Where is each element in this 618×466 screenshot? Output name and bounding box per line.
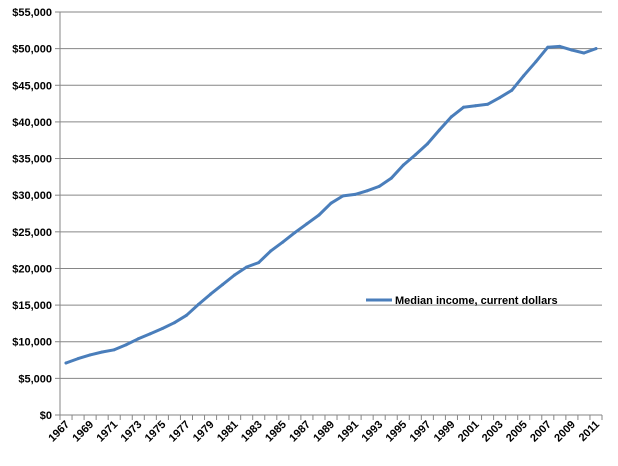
data-point xyxy=(365,189,369,193)
data-point xyxy=(148,332,152,336)
axes xyxy=(59,12,602,416)
x-tick-label: 1991 xyxy=(335,419,361,445)
x-tick-label: 2011 xyxy=(577,419,602,444)
data-point xyxy=(197,302,200,306)
gridlines xyxy=(60,11,602,379)
legend-label: Median income, current dollars xyxy=(395,295,558,307)
data-point xyxy=(510,88,514,92)
x-tick-label: 2001 xyxy=(456,419,482,445)
x-tick-label: 1987 xyxy=(287,419,313,445)
data-point xyxy=(401,163,405,167)
y-tick-label: $5,000 xyxy=(18,373,52,385)
data-point xyxy=(570,48,574,52)
data-point xyxy=(305,222,309,226)
series-lines xyxy=(64,44,598,365)
data-point xyxy=(341,194,345,198)
x-tick-label: 1975 xyxy=(143,419,169,445)
data-point xyxy=(425,142,429,146)
data-point xyxy=(329,201,333,205)
y-tick-label: $35,000 xyxy=(12,154,52,166)
data-point xyxy=(112,348,116,352)
x-tick-label: 1973 xyxy=(119,419,145,445)
x-tick-label: 1979 xyxy=(191,419,217,445)
data-point xyxy=(594,47,598,51)
data-point xyxy=(582,51,586,55)
data-point xyxy=(257,261,261,265)
data-point xyxy=(534,60,538,64)
y-tick-label: $25,000 xyxy=(12,227,52,239)
legend: Median income, current dollars xyxy=(366,295,558,307)
x-tick-label: 1971 xyxy=(95,419,121,445)
y-tick-label: $40,000 xyxy=(12,117,52,129)
data-point xyxy=(522,74,526,78)
x-tick-labels: 1967196919711973197519771979198119831985… xyxy=(46,415,603,445)
x-tick-label: 1983 xyxy=(239,419,265,445)
x-tick-label: 2009 xyxy=(552,419,578,445)
data-point xyxy=(317,213,321,217)
data-point xyxy=(449,115,453,119)
data-point xyxy=(100,350,104,354)
data-point xyxy=(353,192,357,196)
x-tick-label: 2003 xyxy=(480,419,506,445)
y-tick-label: $50,000 xyxy=(12,44,52,56)
y-tick-label: $30,000 xyxy=(12,190,52,202)
x-tick-label: 1985 xyxy=(263,419,289,445)
data-point xyxy=(136,337,140,341)
data-point xyxy=(546,45,550,49)
data-point xyxy=(486,102,490,106)
series-line-median-income xyxy=(64,44,598,365)
y-tick-label: $0 xyxy=(40,410,52,422)
data-point xyxy=(413,153,417,157)
data-point xyxy=(498,96,502,100)
data-point xyxy=(293,231,297,235)
x-tick-label: 1969 xyxy=(70,419,96,445)
data-point xyxy=(245,265,249,269)
x-tick-label: 1993 xyxy=(360,419,386,445)
data-point xyxy=(269,249,273,253)
y-tick-label: $55,000 xyxy=(12,7,52,19)
data-point xyxy=(64,361,68,365)
x-tick-label: 1999 xyxy=(432,419,458,445)
y-tick-label: $45,000 xyxy=(12,80,52,92)
data-point xyxy=(124,343,128,347)
data-point xyxy=(558,44,562,48)
y-tick-labels: $0 $5,000 $10,000 $15,000 $20,000 $25,000 $30,… xyxy=(12,7,60,422)
data-point xyxy=(437,128,441,132)
x-tick-label: 1995 xyxy=(384,419,410,445)
data-point xyxy=(185,313,188,317)
x-tick-label: 1977 xyxy=(167,419,193,445)
x-tick-label: 2005 xyxy=(504,419,530,445)
data-point xyxy=(233,273,237,277)
x-tick-label: 1997 xyxy=(408,419,434,445)
data-point xyxy=(221,283,225,287)
data-point xyxy=(389,176,393,180)
data-point xyxy=(209,292,213,296)
y-tick-label: $20,000 xyxy=(12,263,52,275)
data-point xyxy=(281,240,285,244)
data-point xyxy=(474,104,477,108)
data-point xyxy=(88,353,92,357)
data-point xyxy=(160,327,164,330)
data-point xyxy=(377,184,381,188)
x-tick-label: 1989 xyxy=(311,419,337,445)
x-tick-label: 1967 xyxy=(46,419,72,445)
data-point xyxy=(76,357,80,361)
data-point xyxy=(462,105,465,109)
x-tick-label: 1981 xyxy=(215,419,241,445)
y-tick-label: $10,000 xyxy=(12,337,52,349)
data-point xyxy=(172,321,176,325)
x-tick-label: 2007 xyxy=(528,419,554,445)
y-tick-label: $15,000 xyxy=(12,300,52,312)
